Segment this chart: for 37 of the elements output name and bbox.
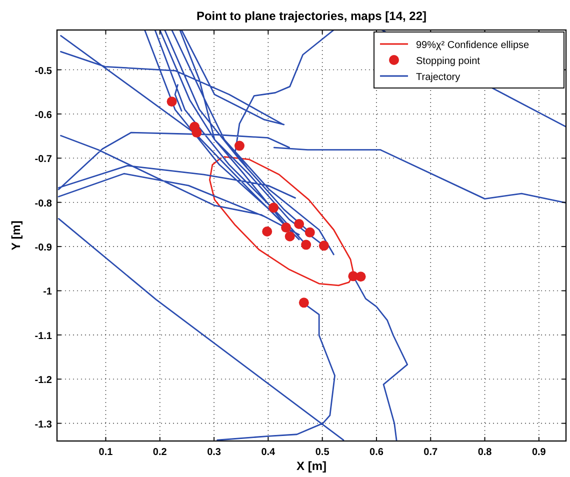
y-tick-label: -0.6 bbox=[34, 110, 52, 121]
point bbox=[301, 240, 312, 250]
point bbox=[268, 202, 279, 213]
x-tick-label: 0.3 bbox=[207, 447, 222, 458]
point bbox=[298, 298, 309, 308]
point bbox=[281, 222, 292, 233]
point bbox=[318, 240, 329, 251]
point bbox=[234, 140, 244, 151]
y-tick-label: -1.3 bbox=[34, 419, 52, 430]
point bbox=[166, 96, 177, 107]
point bbox=[356, 272, 366, 282]
y-tick-label: -1 bbox=[43, 286, 52, 298]
x-tick-label: 0.8 bbox=[478, 447, 492, 458]
y-tick-label: -1.2 bbox=[34, 375, 52, 386]
y-tick-label: -0.9 bbox=[34, 242, 52, 254]
point bbox=[304, 227, 315, 238]
x-tick-label: 0.2 bbox=[152, 447, 168, 458]
point bbox=[294, 219, 304, 230]
x-tick-label: 0.6 bbox=[370, 447, 384, 458]
legend-label: Trajectory bbox=[416, 72, 460, 83]
legend-label: 99%χ² Confidence ellipse bbox=[416, 40, 530, 51]
point bbox=[262, 226, 272, 237]
y-tick-label: -1.1 bbox=[34, 330, 52, 342]
y-tick-label: -0.8 bbox=[34, 198, 52, 210]
x-tick-label: 0.7 bbox=[424, 447, 438, 458]
legend-label: Stopping point bbox=[416, 56, 480, 67]
x-tick-label: 0.4 bbox=[261, 447, 276, 458]
chart-title: Point to plane trajectories, maps [14, 22] bbox=[196, 9, 427, 23]
point bbox=[192, 128, 202, 138]
y-axis-title: Y [m] bbox=[9, 220, 23, 250]
x-tick-label: 0.5 bbox=[315, 447, 330, 458]
y-tick-label: -0.5 bbox=[34, 66, 52, 77]
x-tick-label: 0.1 bbox=[98, 447, 114, 458]
point bbox=[284, 231, 295, 242]
x-axis-title: X [m] bbox=[296, 459, 327, 473]
y-tick-label: -0.7 bbox=[34, 154, 52, 166]
x-tick-label: 0.9 bbox=[532, 447, 546, 458]
